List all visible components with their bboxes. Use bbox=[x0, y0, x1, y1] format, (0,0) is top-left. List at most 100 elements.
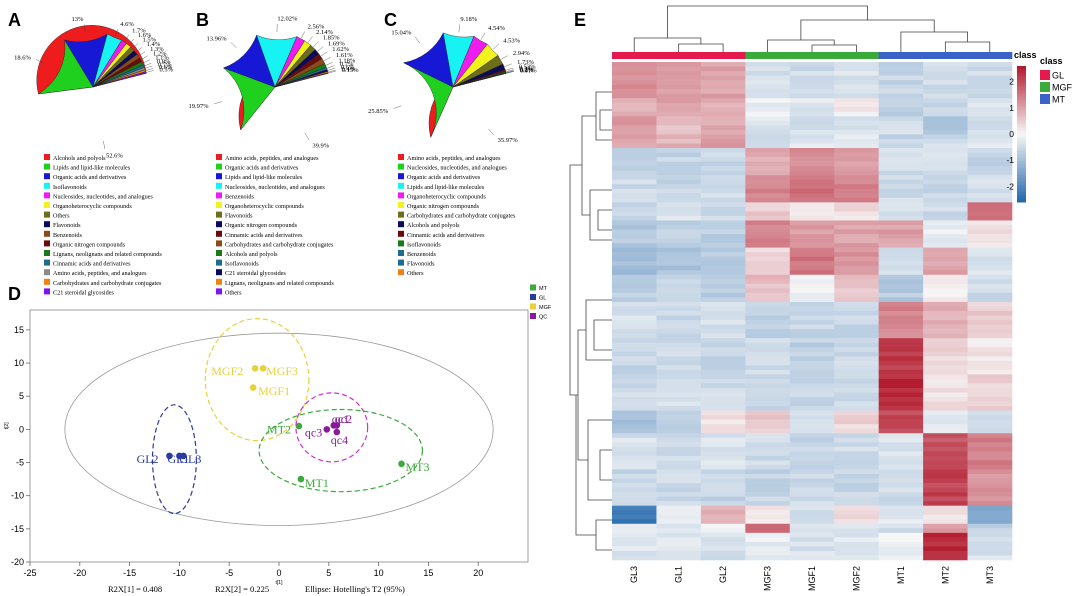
heatmap-cell bbox=[923, 306, 968, 312]
heatmap-cell bbox=[612, 437, 657, 443]
legend-label: Alcohols and polyols bbox=[53, 155, 106, 162]
legend-swatch bbox=[530, 313, 536, 319]
panel-letter-e: E bbox=[574, 10, 586, 30]
heatmap-cell bbox=[612, 193, 657, 199]
heatmap-cell bbox=[700, 360, 746, 366]
heatmap-cell bbox=[789, 311, 835, 316]
heatmap-cell bbox=[923, 360, 968, 366]
heatmap-cell bbox=[878, 102, 924, 108]
column-label: MT1 bbox=[896, 566, 906, 584]
heatmap-cell bbox=[878, 80, 924, 85]
heatmap-cell bbox=[745, 62, 791, 67]
heatmap-cell bbox=[878, 320, 924, 325]
heatmap-cell bbox=[967, 193, 1013, 199]
heatmap-cell bbox=[612, 356, 657, 362]
heatmap-cell bbox=[967, 415, 1013, 420]
heatmap-cell bbox=[878, 297, 924, 303]
heatmap-cell bbox=[878, 464, 924, 470]
heatmap-cell bbox=[834, 483, 879, 488]
heatmap-cell bbox=[745, 274, 791, 280]
slice-data-label: 0.7% bbox=[158, 61, 172, 68]
score-point bbox=[333, 428, 341, 436]
heatmap-cell bbox=[656, 197, 702, 203]
heatmap-cell bbox=[967, 224, 1013, 230]
heatmap-cell bbox=[612, 206, 657, 212]
slice-leader-line bbox=[307, 36, 313, 43]
heatmap-cell bbox=[700, 410, 746, 416]
heatmap-cell bbox=[878, 410, 924, 416]
point-label: MT1 bbox=[305, 476, 329, 490]
heatmap-cell bbox=[745, 75, 791, 81]
heatmap-cell bbox=[834, 369, 879, 375]
legend-swatch bbox=[398, 221, 404, 228]
heatmap-cell bbox=[745, 98, 791, 104]
heatmap-cell bbox=[612, 202, 657, 208]
heatmap-cell bbox=[967, 292, 1013, 298]
heatmap-cell bbox=[834, 143, 879, 149]
pie-slice bbox=[38, 39, 94, 95]
slice-data-label: 1.69% bbox=[328, 40, 345, 47]
heatmap-cell bbox=[878, 460, 924, 466]
legend-label: Cinnamic acids and derivatives bbox=[53, 261, 131, 268]
heatmap-cell bbox=[967, 62, 1013, 67]
heatmap-cell bbox=[656, 193, 702, 199]
heatmap-cell bbox=[656, 134, 702, 140]
class-legend-swatch bbox=[1040, 70, 1050, 80]
heatmap-cell bbox=[612, 111, 657, 117]
heatmap-cell bbox=[612, 360, 657, 366]
heatmap-cell bbox=[878, 247, 924, 253]
heatmap-cell bbox=[923, 116, 968, 122]
legend-label: Alcohols and polyols bbox=[225, 251, 278, 258]
heatmap-cell bbox=[834, 532, 879, 538]
heatmap-cell bbox=[878, 505, 924, 511]
heatmap-cell bbox=[745, 311, 791, 316]
heatmap-cell bbox=[878, 138, 924, 144]
heatmap-cell bbox=[878, 184, 924, 190]
heatmap-cell bbox=[923, 107, 968, 113]
legend-label: Others bbox=[407, 270, 424, 277]
row-dendrogram-branch bbox=[569, 164, 582, 396]
heatmap-cell bbox=[967, 243, 1013, 248]
heatmap-cell bbox=[656, 460, 702, 466]
row-dendrogram-branch bbox=[577, 329, 588, 461]
heatmap-cell bbox=[656, 265, 702, 271]
legend-label: C21 steroidal glycosides bbox=[225, 270, 286, 277]
slice-data-label: 2.94% bbox=[513, 50, 530, 57]
heatmap-cell bbox=[923, 292, 968, 298]
heatmap-cell bbox=[745, 496, 791, 502]
heatmap-cell bbox=[612, 184, 657, 190]
heatmap-cell bbox=[745, 519, 791, 525]
heatmap-cell bbox=[789, 256, 835, 262]
point-label: qc2 bbox=[335, 412, 352, 426]
heatmap-cell bbox=[789, 247, 835, 253]
heatmap-cell bbox=[612, 75, 657, 81]
heatmap-cell bbox=[923, 320, 968, 325]
heatmap-cell bbox=[745, 120, 791, 126]
heatmap-cell bbox=[967, 342, 1013, 348]
heatmap-cell bbox=[745, 265, 791, 271]
heatmap-cell bbox=[612, 125, 657, 131]
heatmap-cell bbox=[789, 496, 835, 502]
heatmap-cell bbox=[789, 487, 835, 493]
heatmap-cell bbox=[967, 437, 1013, 443]
heatmap-cell bbox=[878, 550, 924, 556]
panel-letter-c: C bbox=[384, 10, 397, 30]
heatmap-cell bbox=[700, 473, 746, 479]
heatmap-cell bbox=[834, 270, 879, 276]
group-ellipse bbox=[204, 318, 310, 442]
heatmap-cell bbox=[967, 360, 1013, 366]
slice-leader-line bbox=[327, 69, 336, 73]
heatmap-cell bbox=[834, 120, 879, 126]
heatmap-cell bbox=[656, 229, 702, 235]
row-dendrogram-branch bbox=[595, 91, 612, 141]
heatmap-cell bbox=[789, 451, 835, 457]
heatmap-cell bbox=[834, 424, 879, 430]
heatmap-cell bbox=[612, 478, 657, 484]
heatmap-cell bbox=[923, 496, 968, 502]
heatmap-cell bbox=[700, 492, 746, 497]
heatmap-cell bbox=[700, 66, 746, 72]
heatmap-cell bbox=[923, 378, 968, 384]
slice-data-label: 2.56% bbox=[308, 24, 325, 31]
heatmap-cell bbox=[923, 125, 968, 131]
slice-leader-line bbox=[143, 62, 152, 67]
